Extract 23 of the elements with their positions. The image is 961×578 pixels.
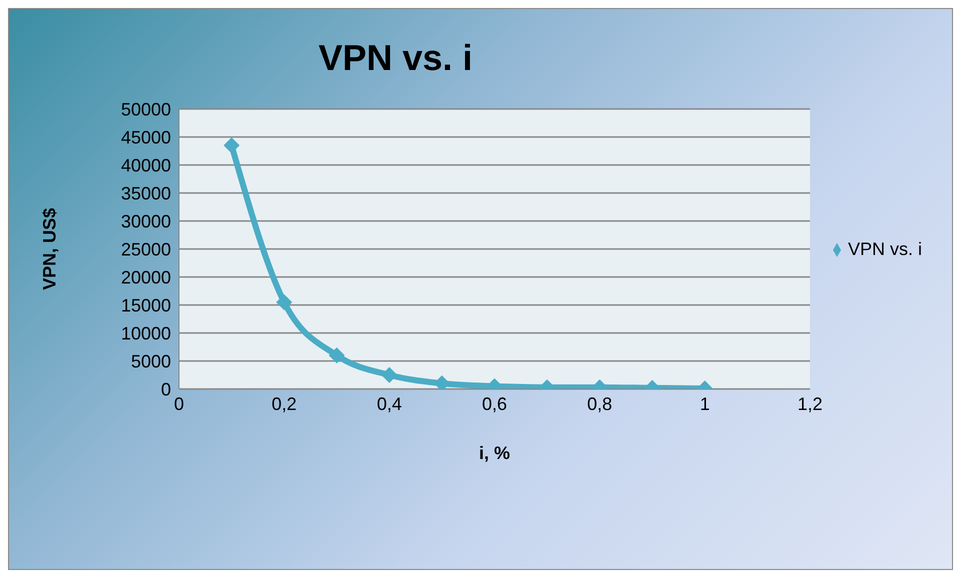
y-tick-label: 15000 bbox=[120, 295, 171, 316]
x-axis-title: i, % bbox=[478, 443, 510, 463]
y-axis-title: VPN, US$ bbox=[39, 208, 60, 290]
y-tick-label: 30000 bbox=[120, 211, 171, 232]
y-tick-label: 35000 bbox=[120, 183, 171, 204]
x-tick-label: 0,6 bbox=[482, 394, 508, 414]
y-tick-label: 40000 bbox=[120, 155, 171, 176]
x-tick-label: 0,8 bbox=[587, 394, 612, 414]
y-tick-label: 50000 bbox=[120, 99, 171, 120]
y-tick-label: 0 bbox=[160, 379, 171, 400]
y-tick-label: 25000 bbox=[120, 239, 171, 260]
y-tick-label: 45000 bbox=[120, 127, 171, 148]
point bbox=[224, 137, 240, 154]
chart-title: VPN vs. i bbox=[317, 37, 474, 79]
x-tick-label: 0,4 bbox=[376, 394, 402, 414]
y-tick-label: 20000 bbox=[120, 267, 171, 288]
legend-label: VPN vs. i bbox=[848, 238, 922, 258]
x-tick-label: 1,2 bbox=[797, 394, 822, 414]
x-tick-label: 0,2 bbox=[272, 394, 297, 414]
y-tick-label: 10000 bbox=[120, 323, 171, 344]
y-tick-label: 5000 bbox=[130, 351, 171, 372]
x-tick-label: 0 bbox=[174, 394, 184, 414]
x-tick-label: 1 bbox=[700, 394, 710, 414]
